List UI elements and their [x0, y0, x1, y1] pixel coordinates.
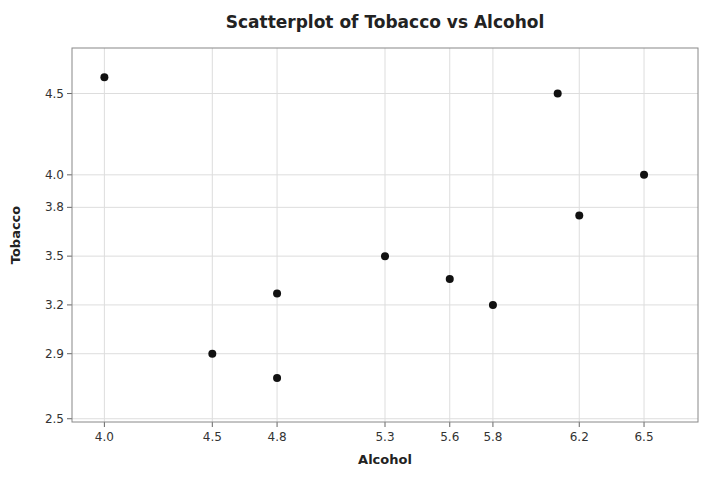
point: [208, 350, 216, 358]
y-tick: [67, 174, 72, 175]
x-tick-label: 4.8: [268, 430, 287, 444]
plot-frame: [72, 48, 698, 422]
x-grid-line: [277, 48, 278, 422]
point: [554, 90, 562, 98]
point: [273, 374, 281, 382]
y-tick-label: 4.0: [45, 168, 64, 182]
x-tick: [277, 422, 278, 427]
y-tick: [67, 93, 72, 94]
chart-svg: 4.0 4.5 4.8 5.3 5.6 5.8 6.2 6.5 2.5 2.9 3.2 3.5 3.8 4…: [0, 0, 722, 480]
y-tick-label: 2.5: [45, 412, 64, 426]
y-grid-line: [72, 418, 698, 419]
x-grid-line: [644, 48, 645, 422]
x-grid-line: [385, 48, 386, 422]
x-grid-line: [212, 48, 213, 422]
title: Scatterplot of Tobacco vs Alcohol: [226, 12, 545, 32]
y-tick-label: 2.9: [45, 347, 64, 361]
page: {"chart_data": {"type": "scatter", "titl…: [0, 0, 722, 480]
x-tick-label: 5.3: [375, 430, 394, 444]
chart-container: 4.0 4.5 4.8 5.3 5.6 5.8 6.2 6.5 2.5 2.9 3.2 3.5 3.8 4…: [0, 0, 722, 480]
x-tick: [212, 422, 213, 427]
x-tick: [449, 422, 450, 427]
y-tick-label: 3.2: [45, 298, 64, 312]
point: [489, 301, 497, 309]
y-tick: [67, 207, 72, 208]
y-grid-line: [72, 353, 698, 354]
y-tick: [67, 353, 72, 354]
x-grid-line: [492, 48, 493, 422]
x-tick-label: 4.5: [203, 430, 222, 444]
x-tick: [579, 422, 580, 427]
x-tick-label: 5.8: [483, 430, 502, 444]
y-axis-label: Tobacco: [8, 206, 23, 265]
y-tick: [67, 418, 72, 419]
y-grid-line: [72, 174, 698, 175]
x-grid-line: [104, 48, 105, 422]
grid: [72, 48, 698, 422]
point: [640, 171, 648, 179]
point: [446, 275, 454, 283]
x-tick-label: 6.2: [570, 430, 589, 444]
y-grid-line: [72, 207, 698, 208]
x-axis-label: Alcohol: [358, 452, 412, 467]
x-tick-label: 4.0: [95, 430, 114, 444]
axes: 4.0 4.5 4.8 5.3 5.6 5.8 6.2 6.5 2.5 2.9 3.2 3.5 3.8 4…: [45, 87, 654, 444]
x-tick: [385, 422, 386, 427]
x-tick: [492, 422, 493, 427]
y-tick-label: 4.5: [45, 87, 64, 101]
point: [100, 73, 108, 81]
x-tick-label: 6.5: [634, 430, 653, 444]
x-tick-label: 5.6: [440, 430, 459, 444]
point: [575, 211, 583, 219]
y-tick: [67, 256, 72, 257]
x-grid-line: [449, 48, 450, 422]
y-grid-line: [72, 304, 698, 305]
point: [381, 252, 389, 260]
point: [273, 290, 281, 298]
x-tick: [644, 422, 645, 427]
y-tick: [67, 304, 72, 305]
y-tick-label: 3.5: [45, 249, 64, 263]
x-tick: [104, 422, 105, 427]
y-grid-line: [72, 93, 698, 94]
x-grid-line: [579, 48, 580, 422]
plot-background: [72, 48, 698, 422]
y-tick-label: 3.8: [45, 200, 64, 214]
data-points: [100, 73, 648, 382]
